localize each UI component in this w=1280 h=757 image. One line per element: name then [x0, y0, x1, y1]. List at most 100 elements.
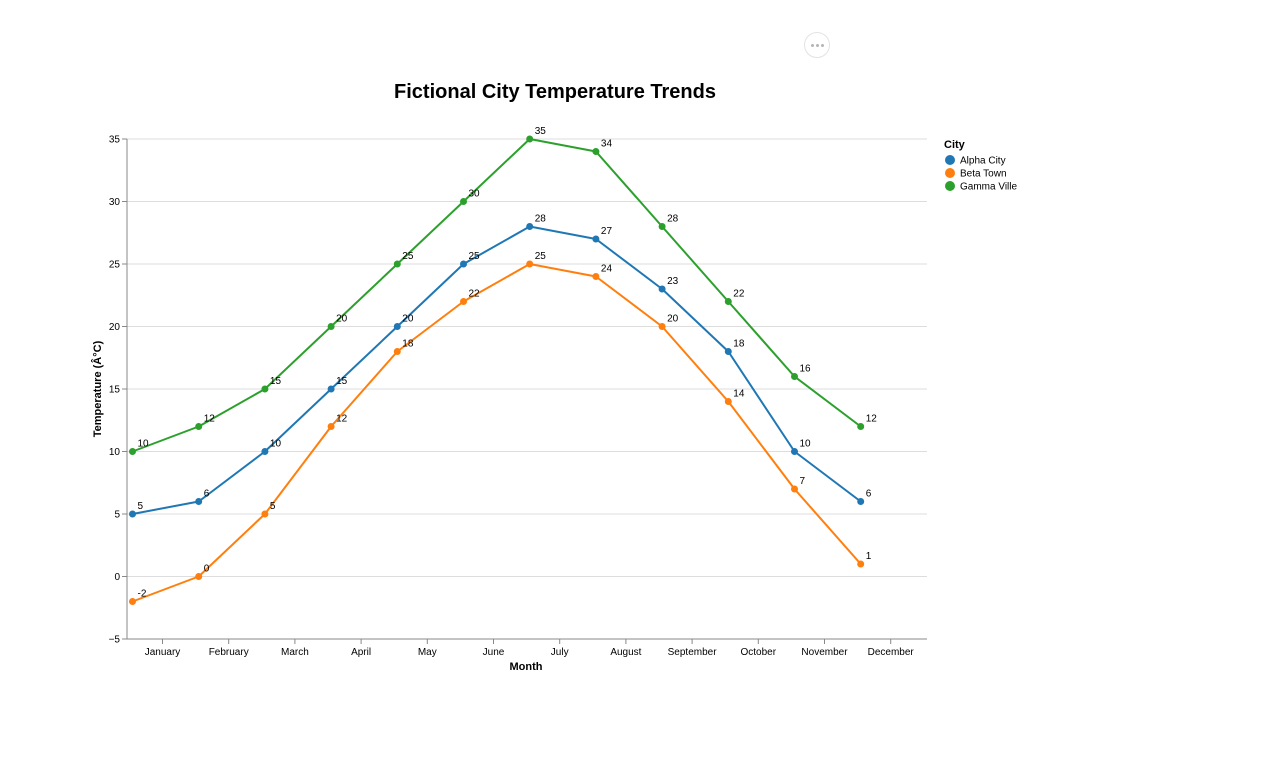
data-point[interactable] [791, 485, 798, 493]
data-point[interactable] [261, 448, 269, 455]
data-point[interactable] [460, 260, 467, 268]
data-point[interactable] [724, 398, 732, 405]
data-label: 15 [336, 376, 348, 387]
y-tick-label: 15 [109, 385, 121, 396]
data-point[interactable] [393, 348, 401, 355]
data-label: 16 [800, 364, 812, 375]
data-label: 18 [402, 339, 414, 350]
data-label: 7 [800, 476, 806, 487]
data-label: 22 [733, 289, 745, 300]
chart-actions-button[interactable] [804, 32, 830, 58]
x-tick-label: January [145, 647, 181, 658]
data-point[interactable] [195, 423, 203, 430]
data-point[interactable] [658, 223, 666, 230]
x-tick-label: October [741, 647, 777, 658]
data-point[interactable] [261, 385, 269, 393]
legend-title: City [944, 139, 966, 151]
data-point[interactable] [393, 260, 401, 268]
x-tick-label: February [209, 647, 249, 658]
data-label: 25 [469, 251, 481, 262]
y-tick-label: 0 [114, 572, 120, 583]
series-line [132, 225, 862, 515]
data-point[interactable] [460, 298, 467, 305]
series-line [132, 263, 862, 603]
data-point[interactable] [129, 598, 136, 605]
legend-items: Alpha City Beta Town Gamma Ville [945, 155, 1017, 193]
x-tick-label: June [483, 647, 505, 658]
data-point[interactable] [592, 273, 600, 280]
data-point[interactable] [724, 348, 732, 355]
data-point[interactable] [658, 285, 666, 293]
data-point[interactable] [195, 573, 203, 580]
legend-swatch [945, 155, 955, 165]
data-label: -2 [138, 589, 147, 600]
data-label: 14 [733, 389, 745, 400]
data-label: 10 [138, 439, 150, 450]
x-tick-label: July [551, 647, 569, 658]
data-point[interactable] [129, 448, 136, 455]
x-tick-label: April [351, 647, 371, 658]
data-label: 34 [601, 139, 613, 150]
data-label: 12 [866, 414, 878, 425]
data-point[interactable] [791, 373, 798, 380]
data-point[interactable] [327, 385, 335, 393]
x-tick-label: August [610, 647, 641, 658]
legend-label: Alpha City [960, 156, 1006, 167]
x-axis-title: Month [510, 661, 543, 673]
legend-item[interactable]: Gamma Ville [945, 181, 1017, 193]
data-label: 5 [270, 501, 276, 512]
legend-swatch [945, 181, 955, 191]
x-tick-label: December [868, 647, 915, 658]
data-label: 5 [138, 501, 144, 512]
data-label: 30 [469, 189, 481, 200]
data-label: 23 [667, 276, 679, 287]
data-point[interactable] [592, 235, 600, 243]
x-tick-label: May [418, 647, 437, 658]
data-point[interactable] [393, 323, 401, 330]
data-point[interactable] [592, 148, 600, 155]
data-point[interactable] [526, 135, 534, 143]
series: 101215202530353428221612-205121822252420… [129, 126, 877, 605]
data-point[interactable] [791, 448, 798, 455]
data-point[interactable] [195, 498, 203, 505]
data-label: 25 [535, 251, 547, 262]
data-point[interactable] [857, 423, 865, 430]
series-line [132, 138, 862, 453]
data-point[interactable] [129, 510, 136, 518]
data-point[interactable] [261, 510, 269, 518]
data-label: 10 [270, 439, 282, 450]
data-label: 0 [204, 564, 210, 575]
data-label: 12 [336, 414, 348, 425]
data-label: 15 [270, 376, 282, 387]
series-group: 5 6 10 15 20 25 28 27 23 18 10 6 [129, 214, 872, 518]
data-point[interactable] [724, 298, 732, 305]
x-tick-label: September [668, 647, 718, 658]
data-point[interactable] [857, 560, 865, 568]
data-label: 27 [601, 226, 613, 237]
data-label: 35 [535, 126, 547, 137]
series-group: -2 0 5 12 18 22 25 24 20 14 7 1 [129, 251, 872, 605]
data-point[interactable] [857, 498, 865, 505]
data-label: 25 [402, 251, 414, 262]
legend-label: Gamma Ville [960, 182, 1017, 193]
legend-item[interactable]: Beta Town [945, 168, 1007, 180]
y-axis-title: Temperature (Â°C) [91, 340, 104, 437]
data-point[interactable] [526, 223, 534, 230]
data-point[interactable] [460, 198, 467, 205]
data-point[interactable] [327, 323, 335, 330]
data-label: 20 [402, 314, 414, 325]
data-point[interactable] [658, 323, 666, 330]
data-point[interactable] [526, 260, 534, 268]
data-label: 10 [800, 439, 812, 450]
data-label: 1 [866, 551, 872, 562]
data-point[interactable] [327, 423, 335, 430]
more-horizontal-icon [810, 43, 814, 47]
data-label: 28 [667, 214, 679, 225]
y-tick-label: 35 [109, 135, 121, 146]
legend-item[interactable]: Alpha City [945, 155, 1006, 167]
y-tick-label: 25 [109, 260, 121, 271]
y-tick-label: −5 [109, 635, 121, 646]
chart-title: Fictional City Temperature Trends [394, 81, 716, 103]
